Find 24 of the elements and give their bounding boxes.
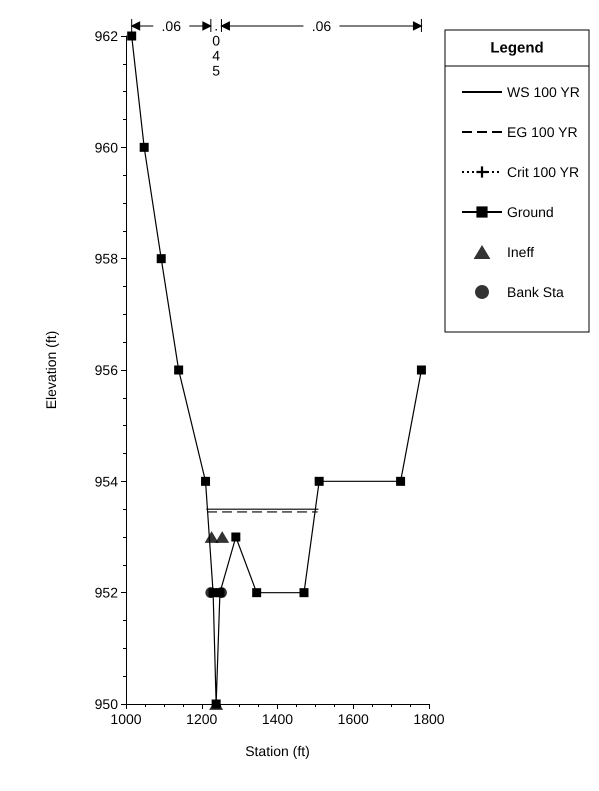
y-tick-label: 952 [94, 584, 118, 601]
x-axis-title: Station (ft) [245, 743, 310, 759]
y-tick-label: 950 [94, 696, 118, 712]
text: .06 [162, 18, 182, 34]
x-tick-label: 1200 [186, 711, 218, 727]
legend-label: Ineff [507, 244, 534, 260]
legend-label: WS 100 YR [507, 84, 580, 100]
x-tick-label: 1600 [338, 711, 370, 727]
x-tick-label: 1800 [413, 711, 445, 727]
text: .06 [312, 18, 332, 34]
x-tick-label: 1000 [110, 711, 142, 727]
y-tick-label: 956 [94, 362, 118, 378]
y-tick-label: 962 [94, 28, 118, 44]
y-tick-label: 958 [94, 250, 118, 267]
legend-label: Crit 100 YR [507, 164, 580, 180]
y-tick-label: 954 [94, 473, 118, 490]
x-tick-label: 1400 [262, 711, 294, 727]
annotation: .045 [212, 18, 220, 78]
legend-label: Ground [507, 204, 554, 220]
y-tick-label: 960 [94, 139, 118, 156]
legend-label: Bank Sta [507, 284, 564, 300]
y-axis-title: Elevation (ft) [43, 330, 59, 410]
legend-title: Legend [490, 40, 544, 56]
legend-label: EG 100 YR [507, 124, 578, 140]
